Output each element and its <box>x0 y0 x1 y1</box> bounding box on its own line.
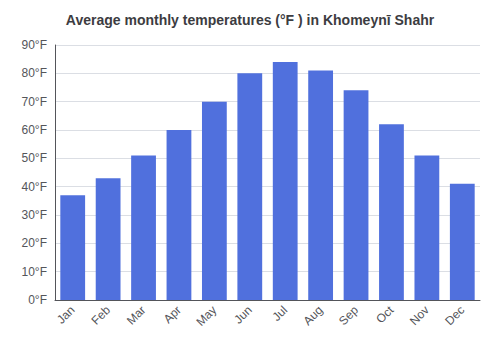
svg-text:50°F: 50°F <box>22 151 47 165</box>
svg-text:60°F: 60°F <box>22 123 47 137</box>
svg-text:20°F: 20°F <box>22 236 47 250</box>
svg-text:Aug: Aug <box>301 303 326 328</box>
svg-text:Oct: Oct <box>373 303 397 327</box>
svg-text:70°F: 70°F <box>22 95 47 109</box>
svg-text:Jul: Jul <box>269 303 290 324</box>
svg-text:Jun: Jun <box>231 303 255 327</box>
svg-text:40°F: 40°F <box>22 180 47 194</box>
svg-text:90°F: 90°F <box>22 38 47 52</box>
svg-text:Sep: Sep <box>336 303 361 328</box>
svg-text:10°F: 10°F <box>22 265 47 279</box>
svg-text:Mar: Mar <box>124 303 149 327</box>
svg-text:May: May <box>193 303 219 329</box>
svg-text:Jan: Jan <box>54 303 78 327</box>
svg-text:Nov: Nov <box>407 303 432 328</box>
svg-text:0°F: 0°F <box>28 293 47 307</box>
svg-text:Dec: Dec <box>442 303 467 328</box>
svg-text:Feb: Feb <box>89 303 114 328</box>
svg-text:30°F: 30°F <box>22 208 47 222</box>
svg-text:80°F: 80°F <box>22 66 47 80</box>
svg-text:Apr: Apr <box>161 303 184 326</box>
svg-text:Average monthly temperatures (: Average monthly temperatures (°F ) in Kh… <box>66 12 435 28</box>
